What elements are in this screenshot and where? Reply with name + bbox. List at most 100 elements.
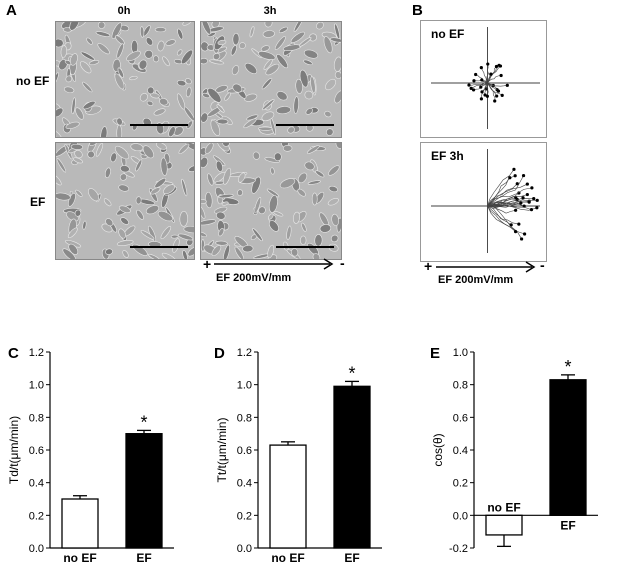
cell-shape xyxy=(243,118,257,129)
cell-shape xyxy=(265,63,280,76)
trajectory-endpoint xyxy=(522,204,526,208)
y-tick-label: 0.4 xyxy=(29,478,44,490)
cell-shape xyxy=(207,32,216,38)
cell-shape xyxy=(249,26,255,38)
cell-shape xyxy=(267,244,275,259)
cell-trajectory xyxy=(487,205,525,235)
cell-shape xyxy=(278,26,288,33)
scale-bar xyxy=(130,124,188,126)
scale-bar xyxy=(130,246,188,248)
cell-shape xyxy=(185,78,192,85)
y-tick-label: 0.2 xyxy=(453,478,468,490)
cell-shape xyxy=(181,49,193,65)
bar-chart-e: -0.2 0.0 0.2 0.4 0.6 0.8 1.0 cos(θ) no EF * EF xyxy=(431,347,598,555)
panel-label-e: E xyxy=(430,345,441,362)
cell-shape xyxy=(264,22,273,28)
cell-shape xyxy=(104,167,111,179)
cell-trajectory xyxy=(487,169,515,207)
cell-trajectory xyxy=(471,82,488,89)
cell-shape xyxy=(315,170,325,178)
cell-shape xyxy=(316,22,324,30)
cell-trajectory xyxy=(487,198,518,207)
cell-shape xyxy=(268,220,279,232)
cell-shape xyxy=(218,193,234,199)
cell-shape xyxy=(56,129,62,137)
cell-shape xyxy=(201,199,207,204)
cell-shape xyxy=(185,86,192,98)
cell-shape xyxy=(201,205,206,219)
cell-shape xyxy=(87,150,95,159)
cell-shape xyxy=(65,121,80,129)
cell-shape xyxy=(130,143,144,152)
cell-shape xyxy=(215,85,228,93)
cell-shape xyxy=(82,100,96,110)
cell-shape xyxy=(312,253,321,259)
cell-shape xyxy=(282,144,293,152)
cathode-minus: - xyxy=(540,257,545,273)
cell-shape xyxy=(231,65,240,76)
trajectory-endpoint xyxy=(521,173,526,178)
cell-shape xyxy=(95,143,104,157)
cell-shape xyxy=(114,73,125,90)
cell-trajectory xyxy=(487,75,502,84)
cell-shape xyxy=(75,107,84,120)
cell-shape xyxy=(218,228,225,237)
cell-shape xyxy=(179,210,189,227)
cell-shape xyxy=(56,107,64,118)
cell-trajectory xyxy=(486,82,489,97)
cell-shape xyxy=(301,222,307,232)
cell-shape xyxy=(333,56,341,72)
cell-shape xyxy=(185,143,194,152)
cell-shape xyxy=(258,126,273,131)
trajectory-endpoint xyxy=(532,196,536,201)
cell-shape xyxy=(152,55,160,63)
cell-shape xyxy=(116,43,124,59)
anode-plus: + xyxy=(424,258,433,274)
cell-shape xyxy=(222,167,232,185)
cell-shape xyxy=(178,143,190,155)
cell-shape xyxy=(209,59,225,65)
cell-shape xyxy=(120,217,129,225)
category-label: no EF xyxy=(487,500,520,514)
cell-shape xyxy=(334,71,341,80)
category-label: EF xyxy=(344,551,359,565)
panel-label-a: A xyxy=(6,2,17,19)
trajectory-endpoint xyxy=(494,64,499,69)
y-tick-label: 0.6 xyxy=(29,445,44,457)
y-tick-label: 0.6 xyxy=(237,445,252,457)
y-tick-label: 0.0 xyxy=(453,510,468,522)
cell-shape xyxy=(86,37,93,45)
cell-shape xyxy=(295,78,303,94)
cell-shape xyxy=(261,99,275,111)
trajectory-endpoint xyxy=(513,174,517,178)
y-tick-label: 0.8 xyxy=(237,412,252,424)
cell-shape xyxy=(118,228,126,239)
cell-shape xyxy=(211,22,220,28)
category-label: EF xyxy=(136,551,151,565)
y-tick-label: 1.0 xyxy=(453,347,468,359)
cell-shape xyxy=(176,93,186,110)
cell-shape xyxy=(187,246,194,257)
trajectory-endpoint xyxy=(472,79,476,83)
cell-shape xyxy=(335,143,341,149)
cell-shape xyxy=(202,92,210,99)
y-tick-label: 0.4 xyxy=(453,445,468,457)
significance-marker: * xyxy=(564,357,571,377)
micrograph-ef-0h xyxy=(55,142,195,260)
y-tick-label: 0.8 xyxy=(29,412,44,424)
cell-shape xyxy=(88,188,99,202)
cell-shape xyxy=(156,143,167,150)
cell-shape xyxy=(223,244,230,259)
cell-shape xyxy=(323,36,333,54)
cell-shape xyxy=(303,59,313,66)
trajectory-endpoint xyxy=(512,167,516,171)
cell-shape xyxy=(201,156,209,168)
cell-trajectory xyxy=(468,82,488,86)
cell-shape xyxy=(63,86,75,94)
tracking-label-ef-3h: EF 3h xyxy=(431,149,464,163)
y-tick-label: 1.2 xyxy=(29,347,44,359)
cell-shape xyxy=(176,79,187,87)
cell-shape xyxy=(157,40,165,52)
y-tick-label: 0.4 xyxy=(237,478,252,490)
cell-trajectory xyxy=(487,183,518,207)
